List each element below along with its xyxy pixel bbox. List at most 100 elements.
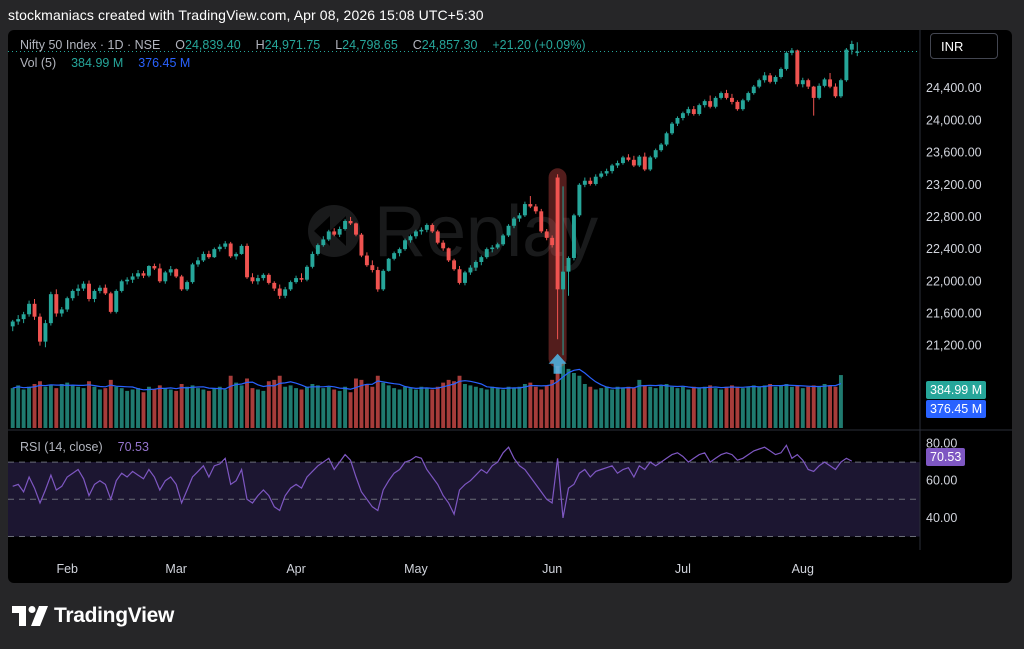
candle bbox=[168, 266, 173, 276]
candle-body bbox=[811, 86, 816, 98]
candle bbox=[136, 270, 141, 279]
volume-bar bbox=[441, 382, 446, 428]
candle bbox=[773, 75, 778, 85]
volume-bar bbox=[65, 382, 70, 428]
candle bbox=[326, 229, 331, 242]
volume-bar bbox=[795, 385, 800, 428]
candle-body bbox=[713, 97, 718, 107]
candle-body bbox=[653, 150, 658, 158]
candle bbox=[490, 245, 495, 253]
candle-body bbox=[266, 274, 271, 283]
candle bbox=[631, 155, 636, 168]
candle-body bbox=[403, 240, 407, 250]
volume-bar bbox=[435, 386, 440, 428]
candle bbox=[789, 48, 794, 56]
candle-body bbox=[261, 274, 266, 279]
volume-bar bbox=[757, 386, 762, 428]
candle-body bbox=[430, 224, 435, 232]
candle bbox=[512, 216, 516, 229]
candle-body bbox=[855, 51, 860, 53]
candle bbox=[266, 273, 271, 285]
symbol-label[interactable]: Nifty 50 Index · 1D · NSE bbox=[20, 38, 161, 52]
candle-body bbox=[277, 288, 282, 296]
candle-body bbox=[621, 157, 625, 164]
candle bbox=[43, 319, 48, 348]
candle bbox=[762, 72, 767, 83]
candle-body bbox=[664, 133, 669, 145]
candle-body bbox=[566, 257, 571, 272]
candle-body bbox=[697, 105, 702, 114]
price-legend: Nifty 50 Index · 1D · NSE O24,839.40 H24… bbox=[20, 38, 585, 52]
candle-body bbox=[65, 298, 70, 310]
candle bbox=[648, 155, 653, 172]
volume-bar bbox=[408, 388, 413, 428]
candle-body bbox=[299, 278, 304, 280]
candle-body bbox=[315, 245, 320, 254]
candle bbox=[359, 233, 364, 258]
candle-body bbox=[670, 123, 674, 134]
candle bbox=[517, 212, 522, 222]
candle-body bbox=[364, 255, 369, 266]
candle-body bbox=[130, 276, 135, 280]
candle bbox=[125, 277, 130, 285]
candle-body bbox=[283, 289, 288, 296]
candle-body bbox=[610, 165, 615, 172]
volume-bar bbox=[517, 386, 522, 428]
candle-body bbox=[588, 180, 593, 184]
volume-bar bbox=[740, 388, 745, 428]
volume-bar bbox=[168, 389, 173, 428]
candle bbox=[212, 247, 217, 258]
candle-body bbox=[168, 269, 173, 273]
replay-watermark-glyph bbox=[314, 216, 346, 246]
candle bbox=[806, 78, 811, 90]
candle-body bbox=[157, 268, 162, 282]
candle bbox=[92, 289, 97, 303]
chart-canvas[interactable]: Replay 24,400.00 24,000.00 23,600.00 23,200.… bbox=[8, 30, 1012, 583]
currency-selector[interactable]: INR bbox=[930, 33, 998, 59]
candle bbox=[375, 266, 380, 292]
volume-bar bbox=[190, 385, 195, 428]
candle bbox=[10, 319, 15, 332]
candle-body bbox=[773, 76, 778, 82]
rsi-label[interactable]: RSI (14, close) bbox=[20, 440, 103, 454]
candle bbox=[403, 238, 407, 251]
volume-bar bbox=[555, 366, 560, 428]
volume-label[interactable]: Vol (5) bbox=[20, 56, 57, 70]
candle bbox=[664, 131, 669, 147]
candle-body bbox=[397, 249, 402, 254]
volume-bar bbox=[615, 386, 620, 428]
volume-bar bbox=[659, 385, 664, 428]
rsi-axis-label: 80.00 bbox=[926, 436, 957, 450]
price-axis-label: 21,600.00 bbox=[926, 306, 982, 320]
candle-body bbox=[272, 282, 277, 289]
candle-body bbox=[615, 163, 620, 166]
volume-bar bbox=[817, 386, 822, 428]
candle bbox=[855, 42, 860, 57]
price-axis-label: 22,800.00 bbox=[926, 210, 982, 224]
volume-bar bbox=[326, 386, 331, 428]
candle bbox=[593, 174, 598, 186]
candle-body bbox=[512, 218, 516, 226]
volume-bar bbox=[621, 388, 625, 428]
candle-body bbox=[81, 283, 86, 289]
rsi-axis-label: 60.00 bbox=[926, 474, 957, 488]
volume-bar bbox=[779, 385, 783, 428]
candle-body bbox=[501, 235, 506, 245]
volume-bar bbox=[680, 386, 685, 428]
candle-body bbox=[539, 211, 544, 232]
open-label: O bbox=[175, 38, 186, 52]
candle bbox=[108, 291, 113, 314]
volume-bar bbox=[746, 386, 751, 428]
candle bbox=[245, 243, 249, 279]
volume-bar bbox=[201, 389, 206, 428]
candle bbox=[413, 229, 418, 239]
volume-bar bbox=[512, 388, 516, 428]
candle bbox=[370, 260, 375, 273]
candle-body bbox=[463, 272, 467, 283]
candle bbox=[604, 168, 609, 176]
candle bbox=[642, 152, 647, 172]
tradingview-logo[interactable]: TradingView bbox=[12, 604, 174, 628]
replay-watermark: Replay bbox=[308, 192, 598, 272]
candle bbox=[828, 72, 832, 89]
volume-bar bbox=[648, 386, 653, 428]
